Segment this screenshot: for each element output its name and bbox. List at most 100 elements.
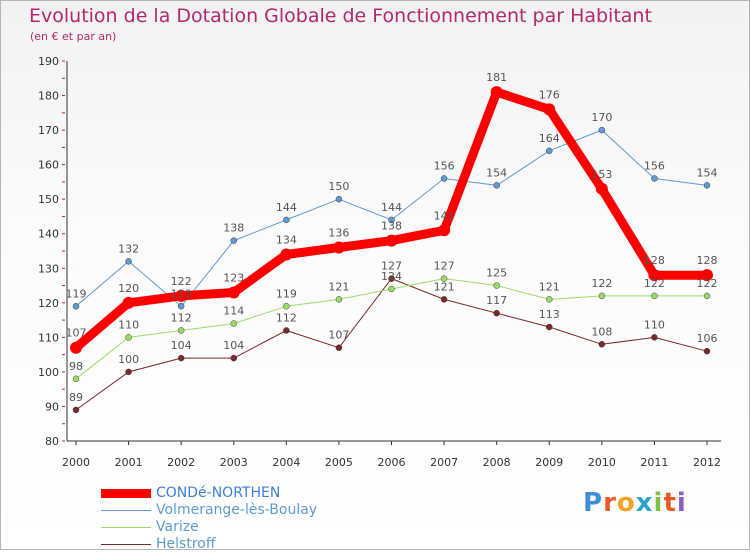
data-point	[648, 269, 661, 282]
data-label: 119	[66, 287, 87, 300]
y-tick-label: 110	[38, 331, 59, 344]
data-label: 156	[434, 159, 455, 172]
data-label: 112	[276, 311, 297, 324]
data-point	[546, 296, 553, 303]
y-tick-label: 150	[38, 193, 59, 206]
legend-swatch	[101, 527, 151, 528]
data-label: 141	[434, 209, 455, 222]
data-point	[438, 224, 451, 237]
labels-layer: 89 100 104 104 112 107 127 121 117 113 108 110 106 98…	[66, 71, 718, 404]
data-label: 156	[644, 159, 665, 172]
data-label: 181	[486, 71, 507, 84]
chart-title: Evolution de la Dotation Globale de Fonc…	[29, 5, 652, 27]
y-tick-label: 140	[38, 228, 59, 241]
data-point	[230, 354, 237, 362]
data-point	[651, 334, 658, 341]
data-label: 154	[697, 166, 718, 179]
data-label: 122	[591, 277, 612, 290]
y-tick-label: 90	[45, 400, 59, 413]
data-point	[335, 296, 343, 303]
data-point	[230, 320, 237, 327]
data-point	[490, 86, 503, 99]
data-point	[125, 258, 132, 265]
x-tick-label: 2003	[220, 456, 248, 469]
data-label: 132	[118, 242, 139, 255]
logo-letter: o	[616, 488, 636, 518]
data-point	[72, 406, 80, 414]
data-label: 107	[328, 329, 349, 342]
x-tick-label: 2000	[62, 456, 90, 469]
data-label: 122	[644, 277, 665, 290]
x-tick-label: 2007	[430, 456, 458, 469]
data-label: 128	[644, 254, 665, 267]
data-point	[122, 296, 135, 309]
data-label: 108	[591, 325, 612, 338]
data-label: 107	[66, 327, 87, 340]
axes: 80 90 100 110 120 130 140 150 160 170 180 190 2000 20…	[38, 55, 721, 469]
data-label: 127	[381, 260, 402, 273]
data-point	[177, 327, 185, 334]
data-point	[280, 248, 293, 261]
data-point	[598, 341, 606, 348]
y-tick-label: 100	[38, 366, 59, 379]
data-point	[598, 126, 606, 134]
data-label: 110	[644, 318, 665, 331]
data-point	[72, 375, 80, 383]
data-label: 134	[276, 233, 297, 246]
data-label: 164	[539, 132, 560, 145]
data-point	[651, 175, 658, 182]
legend-swatch	[101, 544, 151, 545]
data-label: 119	[276, 287, 297, 300]
data-point	[230, 237, 237, 244]
x-tick-label: 2002	[167, 456, 195, 469]
x-tick-label: 2005	[325, 456, 353, 469]
data-point	[598, 292, 606, 300]
data-point	[125, 334, 132, 341]
data-point	[385, 234, 398, 247]
data-label: 98	[69, 360, 83, 373]
data-label: 121	[434, 280, 455, 293]
data-label: 112	[171, 311, 192, 324]
series-0	[70, 86, 713, 354]
data-point	[125, 368, 132, 376]
x-tick-label: 2010	[588, 456, 616, 469]
data-point	[703, 292, 711, 300]
data-label: 138	[381, 220, 402, 233]
x-tick-label: 2006	[378, 456, 406, 469]
legend-swatch	[101, 489, 151, 498]
data-point	[177, 354, 185, 362]
data-label: 176	[539, 88, 560, 101]
data-point	[388, 285, 395, 293]
y-tick-label: 130	[38, 262, 59, 275]
data-point	[651, 292, 658, 300]
data-label: 138	[223, 222, 244, 235]
y-tick-label: 180	[38, 90, 59, 103]
data-label: 120	[118, 282, 139, 295]
y-tick-label: 190	[38, 55, 59, 68]
y-tick-label: 120	[38, 297, 59, 310]
data-label: 121	[539, 280, 560, 293]
x-tick-label: 2008	[483, 456, 511, 469]
data-label: 144	[276, 201, 297, 214]
legend-label: CONDé-NORTHEN	[156, 485, 281, 501]
data-label: 128	[697, 254, 718, 267]
data-point	[283, 327, 290, 334]
logo-letter: i	[653, 488, 664, 518]
data-point	[493, 309, 500, 317]
x-tick-label: 2011	[640, 456, 668, 469]
data-point	[546, 147, 553, 155]
data-label: 122	[171, 275, 192, 288]
data-label: 127	[434, 260, 455, 273]
data-point	[70, 341, 82, 354]
y-tick-label: 170	[38, 124, 59, 137]
data-point	[283, 303, 290, 310]
data-point	[227, 286, 240, 299]
data-point	[701, 269, 713, 282]
legend-label: Varize	[156, 519, 199, 535]
data-label: 123	[223, 271, 244, 284]
data-point	[493, 182, 500, 189]
x-tick-label: 2009	[535, 456, 563, 469]
data-label: 104	[171, 339, 192, 352]
data-point	[335, 344, 343, 351]
